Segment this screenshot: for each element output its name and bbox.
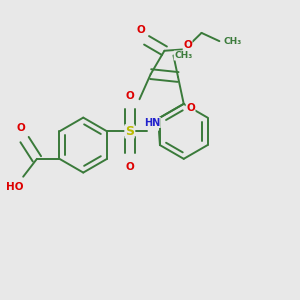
Text: O: O: [183, 40, 192, 50]
Text: O: O: [16, 123, 25, 133]
Text: HO: HO: [6, 182, 23, 191]
Text: O: O: [186, 103, 195, 113]
Text: S: S: [125, 125, 134, 138]
Text: HN: HN: [144, 118, 160, 128]
Text: O: O: [125, 162, 134, 172]
Text: CH₃: CH₃: [223, 37, 241, 46]
Text: CH₃: CH₃: [174, 51, 192, 60]
Text: O: O: [125, 91, 134, 100]
Text: O: O: [136, 26, 145, 35]
